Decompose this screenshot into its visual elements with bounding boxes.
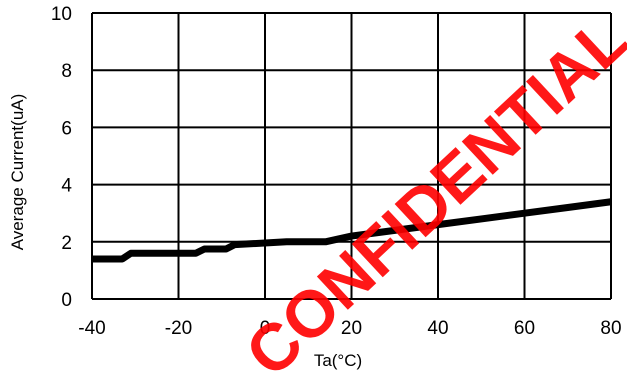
x-tick-label: 60 (514, 318, 535, 339)
x-tick-label: -20 (165, 318, 192, 339)
x-tick-labels: -40 -20 0 20 40 60 80 (78, 318, 621, 339)
x-tick-label: 20 (341, 318, 362, 339)
y-tick-label: 6 (61, 118, 72, 139)
y-tick-label: 10 (51, 4, 72, 25)
y-tick-label: 4 (61, 176, 72, 197)
x-axis-label: Ta(°C) (314, 351, 362, 370)
x-tick-label: 40 (427, 318, 448, 339)
y-tick-label: 0 (61, 290, 72, 311)
series-layer (92, 198, 612, 263)
y-tick-labels: 0 2 4 6 8 10 (51, 4, 73, 311)
x-tick-label: -40 (78, 318, 105, 339)
x-tick-label: 80 (600, 318, 621, 339)
series-line-0 (92, 198, 612, 263)
y-axis-label: Average Current(uA) (8, 94, 27, 251)
grid (91, 12, 612, 300)
y-tick-label: 8 (61, 61, 72, 82)
y-tick-label: 2 (61, 233, 72, 254)
x-tick-label: 0 (260, 318, 271, 339)
